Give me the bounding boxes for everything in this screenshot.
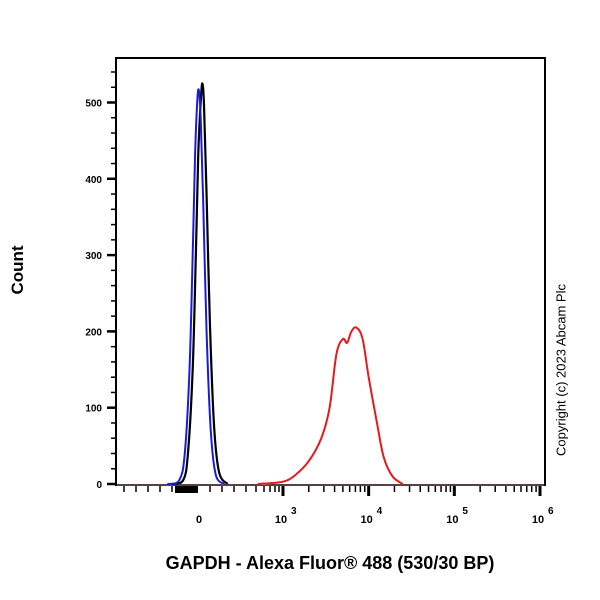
x-tick-label: 0 (196, 514, 202, 526)
y-tick-label: 300 (85, 251, 102, 262)
plot-frame (115, 57, 546, 486)
series-unlabeled (171, 82, 229, 486)
x-tick-label: 10 (532, 514, 544, 526)
x-axis-label: GAPDH - Alexa Fluor® 488 (530/30 BP) (165, 553, 495, 573)
series-gapdh (257, 326, 404, 485)
x-tick-exponent: 5 (462, 506, 468, 517)
y-axis-label: Count (8, 245, 27, 295)
y-tick-label: 0 (96, 480, 102, 491)
y-tick-label: 100 (85, 404, 102, 415)
y-tick-label: 200 (85, 327, 102, 338)
x-tick-exponent: 3 (291, 506, 297, 517)
x-axis: 0 10 3 10 4 10 5 10 6 (123, 486, 554, 526)
x-tick-exponent: 6 (548, 506, 554, 517)
y-tick-label: 400 (85, 175, 102, 186)
x-tick-cluster (175, 486, 198, 493)
series-isotype (167, 88, 225, 485)
x-tick-label: 10 (446, 514, 458, 526)
x-tick-label: 10 (275, 514, 287, 526)
copyright-notice: Copyright (c) 2023 Abcam Plc (553, 284, 569, 456)
y-axis: 0 100 200 300 400 500 (85, 71, 116, 491)
y-tick-label: 500 (85, 99, 102, 110)
x-tick-exponent: 4 (377, 506, 383, 517)
x-tick-label: 10 (361, 514, 373, 526)
